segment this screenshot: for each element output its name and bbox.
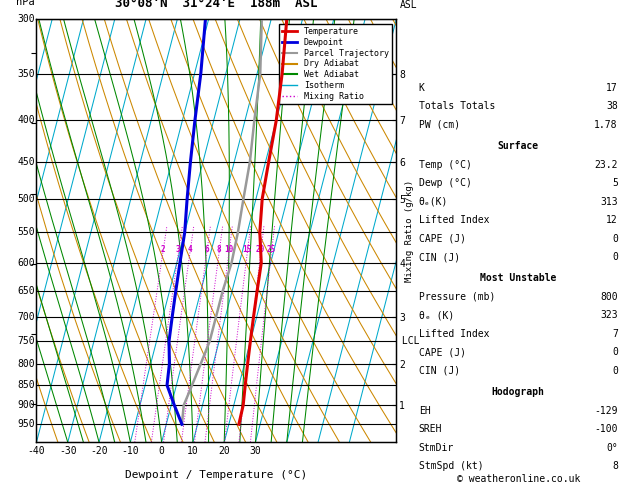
Text: 0: 0: [612, 252, 618, 262]
Text: 3: 3: [176, 245, 181, 254]
Text: K: K: [419, 83, 425, 93]
Text: 10: 10: [224, 245, 233, 254]
Text: 2: 2: [160, 245, 165, 254]
Text: Hodograph: Hodograph: [492, 387, 545, 397]
Text: 7: 7: [612, 329, 618, 339]
Legend: Temperature, Dewpoint, Parcel Trajectory, Dry Adiabat, Wet Adiabat, Isotherm, Mi: Temperature, Dewpoint, Parcel Trajectory…: [279, 24, 392, 104]
Text: 17: 17: [606, 83, 618, 93]
Text: 800: 800: [18, 359, 35, 369]
Text: 38: 38: [606, 102, 618, 111]
Text: -100: -100: [594, 424, 618, 434]
Text: 800: 800: [600, 292, 618, 302]
Text: SREH: SREH: [419, 424, 442, 434]
Text: 30°08'N  31°24'E  188m  ASL: 30°08'N 31°24'E 188m ASL: [115, 0, 318, 10]
Text: 20: 20: [256, 245, 265, 254]
Text: 20: 20: [218, 447, 230, 456]
Text: 4: 4: [187, 245, 192, 254]
Text: θₑ (K): θₑ (K): [419, 311, 454, 320]
Text: 0: 0: [159, 447, 165, 456]
Text: 23.2: 23.2: [594, 160, 618, 170]
Text: 8: 8: [216, 245, 221, 254]
Text: 350: 350: [18, 69, 35, 79]
Text: km
ASL: km ASL: [400, 0, 418, 10]
Text: 5: 5: [612, 178, 618, 188]
Text: 8: 8: [612, 461, 618, 471]
Text: 0°: 0°: [606, 443, 618, 452]
Text: 323: 323: [600, 311, 618, 320]
Text: 0: 0: [612, 366, 618, 376]
Text: 12: 12: [606, 215, 618, 225]
Text: Mixing Ratio (g/kg): Mixing Ratio (g/kg): [405, 180, 415, 282]
Text: Pressure (mb): Pressure (mb): [419, 292, 495, 302]
Text: 6: 6: [204, 245, 209, 254]
Text: Lifted Index: Lifted Index: [419, 329, 489, 339]
Text: 400: 400: [18, 116, 35, 125]
Text: 30: 30: [250, 447, 262, 456]
Text: 700: 700: [18, 312, 35, 322]
Text: EH: EH: [419, 406, 430, 416]
Text: Totals Totals: Totals Totals: [419, 102, 495, 111]
Text: 1.78: 1.78: [594, 120, 618, 130]
Text: CAPE (J): CAPE (J): [419, 234, 465, 243]
Text: 600: 600: [18, 258, 35, 268]
Text: StmSpd (kt): StmSpd (kt): [419, 461, 484, 471]
Text: Surface: Surface: [498, 141, 539, 151]
Text: 850: 850: [18, 380, 35, 390]
Text: -10: -10: [121, 447, 139, 456]
Text: 0: 0: [612, 347, 618, 357]
Text: CIN (J): CIN (J): [419, 366, 460, 376]
Text: Lifted Index: Lifted Index: [419, 215, 489, 225]
Text: 650: 650: [18, 286, 35, 296]
Text: Most Unstable: Most Unstable: [480, 274, 557, 283]
Text: 750: 750: [18, 336, 35, 346]
Text: 25: 25: [267, 245, 276, 254]
Text: θₑ(K): θₑ(K): [419, 197, 448, 207]
Text: 900: 900: [18, 400, 35, 410]
Text: Dewp (°C): Dewp (°C): [419, 178, 472, 188]
Text: -20: -20: [90, 447, 108, 456]
Text: hPa: hPa: [16, 0, 35, 7]
Text: 0: 0: [612, 234, 618, 243]
Text: -129: -129: [594, 406, 618, 416]
Text: Temp (°C): Temp (°C): [419, 160, 472, 170]
Text: StmDir: StmDir: [419, 443, 454, 452]
Text: CIN (J): CIN (J): [419, 252, 460, 262]
Text: Dewpoint / Temperature (°C): Dewpoint / Temperature (°C): [125, 470, 308, 480]
Text: 450: 450: [18, 157, 35, 167]
Text: PW (cm): PW (cm): [419, 120, 460, 130]
Text: 15: 15: [243, 245, 252, 254]
Text: 313: 313: [600, 197, 618, 207]
Text: -30: -30: [59, 447, 77, 456]
Text: 300: 300: [18, 15, 35, 24]
Text: © weatheronline.co.uk: © weatheronline.co.uk: [457, 473, 581, 484]
Text: 550: 550: [18, 227, 35, 237]
Text: LCL: LCL: [396, 336, 420, 346]
Text: 950: 950: [18, 419, 35, 429]
Text: -40: -40: [28, 447, 45, 456]
Text: CAPE (J): CAPE (J): [419, 347, 465, 357]
Text: 500: 500: [18, 194, 35, 204]
Text: 10: 10: [187, 447, 199, 456]
